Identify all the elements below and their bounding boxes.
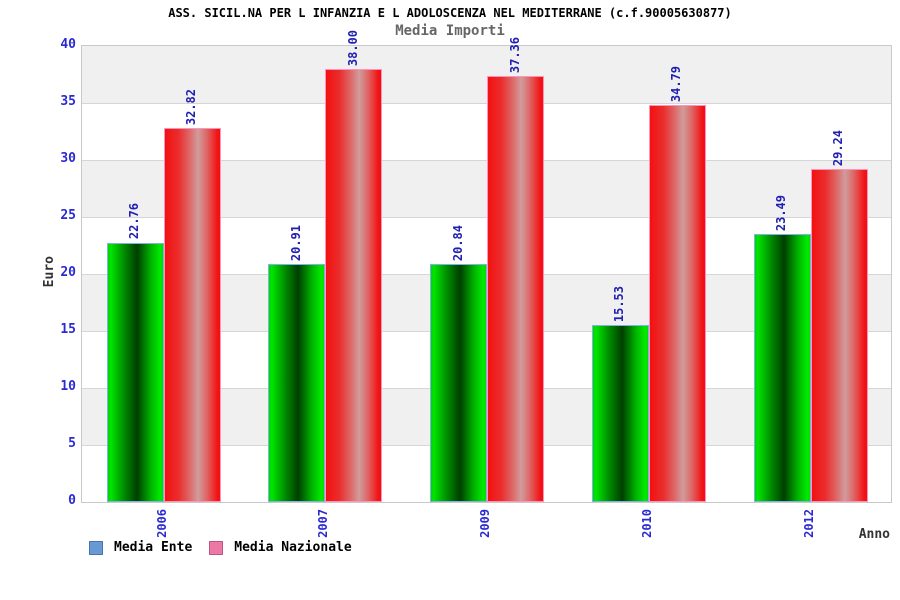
y-tick-label-25: 25 xyxy=(60,208,76,223)
y-tick-label-5: 5 xyxy=(68,436,76,451)
media-ente-swatch-icon xyxy=(89,540,103,555)
legend-label: Media Ente xyxy=(114,540,193,555)
x-tick-label-2012: 2012 xyxy=(801,509,816,538)
bar-media-ente-2009 xyxy=(430,264,488,502)
value-label-media-nazionale-2012: 29.24 xyxy=(831,129,846,166)
bar-media-nazionale-2010 xyxy=(648,105,706,502)
plot-area: 22.76 32.82 20.91 38.00 20.84 37.36 15.53 34.79… xyxy=(81,30,892,503)
value-label-media-nazionale-2009: 37.36 xyxy=(507,36,522,74)
value-label-media-ente-2009: 20.84 xyxy=(450,225,465,262)
y-tick-label-10: 10 xyxy=(60,379,76,394)
y-tick-label-0: 0 xyxy=(68,493,76,508)
gridline-35 xyxy=(82,103,891,104)
bar-media-nazionale-2009 xyxy=(487,76,545,502)
y-tick-label-35: 35 xyxy=(60,94,76,109)
media-nazionale-swatch-icon xyxy=(209,540,224,555)
chart-subtitle: Media Importi xyxy=(395,23,505,39)
x-tick-label-2006: 2006 xyxy=(154,509,169,538)
x-tick-label-2009: 2009 xyxy=(478,509,493,538)
value-label-media-nazionale-2006: 32.82 xyxy=(184,88,198,125)
bar-media-ente-2007 xyxy=(268,263,326,502)
legend: Media Ente Media Nazionale xyxy=(89,540,352,555)
legend-item-media-ente: Media Ente xyxy=(89,540,192,555)
value-label-media-nazionale-2010: 34.79 xyxy=(669,66,684,103)
value-label-media-ente-2007: 20.91 xyxy=(288,224,303,261)
x-tick-label-2010: 2010 xyxy=(639,509,654,538)
x-axis-title: Anno xyxy=(858,527,890,542)
bar-media-ente-2006 xyxy=(106,242,164,502)
value-label-media-ente-2012: 23.49 xyxy=(774,195,789,232)
value-label-media-ente-2006: 22.76 xyxy=(127,203,141,240)
chart-title: ASS. SICIL.NA PER L INFANZIA E L ADOLOSC… xyxy=(168,6,732,20)
bar-media-nazionale-2007 xyxy=(325,68,383,502)
gridline-25 xyxy=(82,217,891,218)
y-tick-label-40: 40 xyxy=(60,37,76,52)
bar-media-ente-2010 xyxy=(591,324,649,502)
value-label-media-ente-2010: 15.53 xyxy=(612,285,627,322)
y-tick-label-15: 15 xyxy=(60,322,76,337)
legend-item-media-nazionale: Media Nazionale xyxy=(209,540,352,555)
value-label-media-nazionale-2007: 38.00 xyxy=(345,29,360,66)
bar-media-nazionale-2006 xyxy=(163,127,221,502)
y-tick-label-30: 30 xyxy=(60,151,76,166)
bar-media-ente-2012 xyxy=(753,234,811,502)
y-tick-label-20: 20 xyxy=(60,265,76,280)
legend-label: Media Nazionale xyxy=(234,540,352,555)
gridline-30 xyxy=(82,160,891,161)
bar-media-nazionale-2012 xyxy=(810,168,868,502)
x-tick-label-2007: 2007 xyxy=(316,509,331,538)
